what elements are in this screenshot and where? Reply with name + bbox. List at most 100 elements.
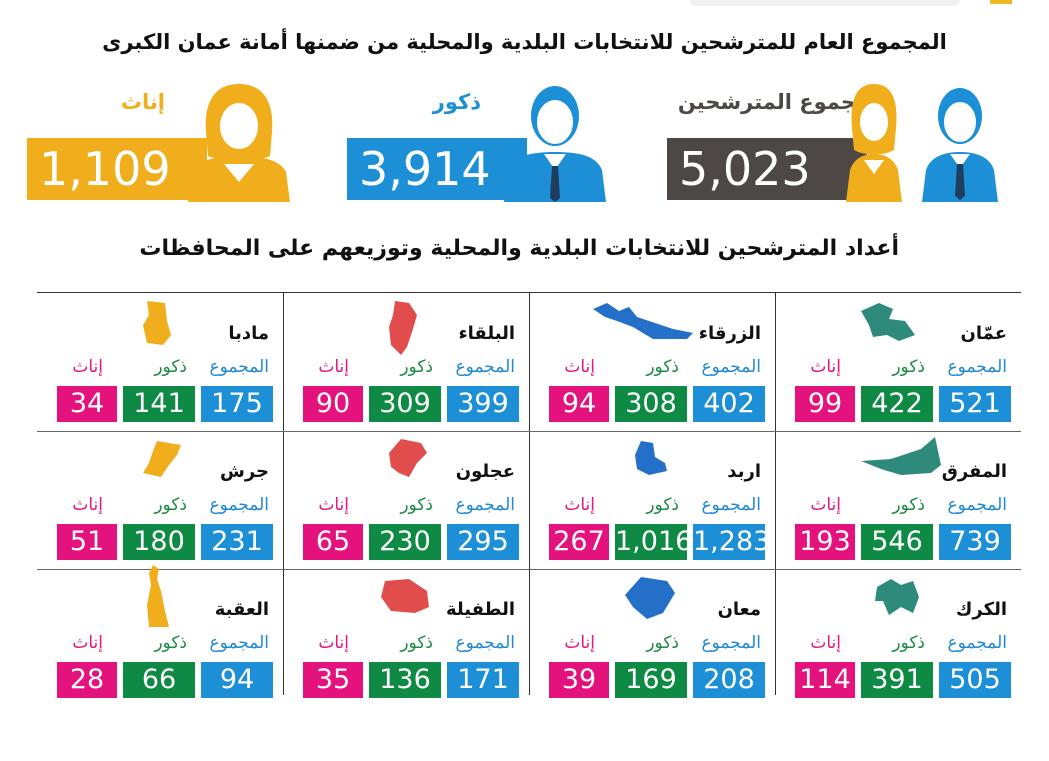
females-value: 90	[303, 386, 363, 422]
females-value: 28	[57, 662, 117, 698]
governorate-name: عمّان	[960, 323, 1008, 344]
section-title: أعداد المترشحين للانتخابات البلدية والمح…	[139, 236, 899, 261]
maan-map-icon	[625, 577, 675, 619]
row-divider	[37, 569, 1021, 570]
males-label: ذكور	[432, 90, 481, 114]
females-column-label: إناث	[810, 495, 841, 515]
total-value: 94	[201, 662, 273, 698]
page-title: المجموع العام للمترشحين للانتخابات البلد…	[102, 30, 947, 54]
females-label: إناث	[120, 90, 165, 114]
total-column-label: المجموع	[701, 495, 761, 515]
males-column-label: ذكور	[646, 357, 679, 377]
males-value: 309	[369, 386, 441, 422]
males-value: 169	[615, 662, 687, 698]
governorate-cell: جرش المجموع ذكور إناث 231 180 51	[37, 431, 283, 569]
total-column-label: المجموع	[455, 495, 515, 515]
males-value: 180	[123, 524, 195, 560]
mafraq-map-icon	[861, 437, 941, 475]
governorate-name: معان	[717, 599, 761, 620]
male-person-icon	[504, 86, 606, 202]
total-column-label: المجموع	[947, 357, 1007, 377]
total-column-label: المجموع	[947, 633, 1007, 653]
total-value: 399	[447, 386, 519, 422]
irbid-map-icon	[635, 441, 667, 475]
total-value: 1,283	[693, 524, 770, 560]
total-value: 402	[693, 386, 765, 422]
karak-map-icon	[875, 579, 919, 615]
governorate-cell: عمّان المجموع ذكور إناث 521 422 99	[775, 293, 1021, 431]
females-column-label: إناث	[564, 633, 595, 653]
governorate-cell: الطفيلة المجموع ذكور إناث 171 136 35	[283, 569, 529, 707]
total-column-label: المجموع	[701, 357, 761, 377]
females-column-label: إناث	[318, 495, 349, 515]
females-column-label: إناث	[810, 357, 841, 377]
governorate-name: البلقاء	[458, 323, 515, 344]
males-column-label: ذكور	[892, 633, 925, 653]
males-value: 3,914	[347, 138, 527, 200]
governorate-name: المفرق	[941, 461, 1007, 482]
females-column-label: إناث	[72, 495, 103, 515]
males-value: 308	[615, 386, 687, 422]
males-column-label: ذكور	[154, 633, 187, 653]
female-person-icon	[188, 84, 290, 202]
governorate-name: الكرك	[955, 599, 1007, 620]
top-tab	[690, 0, 960, 6]
column-divider	[283, 293, 284, 695]
top-accent	[990, 0, 1012, 4]
males-column-label: ذكور	[400, 357, 433, 377]
amman-map-icon	[861, 303, 915, 341]
total-value: 521	[939, 386, 1011, 422]
governorate-name: جرش	[219, 461, 269, 482]
females-value: 114	[795, 662, 855, 698]
males-value: 230	[369, 524, 441, 560]
females-value: 34	[57, 386, 117, 422]
governorate-cell: الزرقاء المجموع ذكور إناث 402 308 94	[529, 293, 775, 431]
jerash-map-icon	[143, 441, 181, 477]
governorates-table: عمّان المجموع ذكور إناث 521 422 99 الزرقاء المجم…	[37, 292, 1021, 703]
males-value: 391	[861, 662, 933, 698]
zarqa-map-icon	[593, 303, 693, 339]
female-person-icon	[846, 84, 902, 202]
males-column-label: ذكور	[400, 633, 433, 653]
madaba-map-icon	[143, 301, 171, 345]
total-column-label: المجموع	[209, 495, 269, 515]
governorate-name: مادبا	[228, 323, 269, 344]
total-value: 295	[447, 524, 519, 560]
column-divider	[529, 293, 530, 695]
total-value: 505	[939, 662, 1011, 698]
males-value: 136	[369, 662, 441, 698]
females-value: 94	[549, 386, 609, 422]
governorate-cell: اربد المجموع ذكور إناث 1,283 1,016 267	[529, 431, 775, 569]
males-column-label: ذكور	[154, 495, 187, 515]
females-column-label: إناث	[564, 357, 595, 377]
males-column-label: ذكور	[400, 495, 433, 515]
balqa-map-icon	[389, 301, 417, 355]
males-column-label: ذكور	[646, 633, 679, 653]
females-column-label: إناث	[810, 633, 841, 653]
tafila-map-icon	[381, 579, 429, 613]
governorate-name: العقبة	[214, 599, 269, 620]
females-value: 1,109	[27, 138, 207, 200]
total-value: 208	[693, 662, 765, 698]
governorate-cell: عجلون المجموع ذكور إناث 295 230 65	[283, 431, 529, 569]
males-value: 66	[123, 662, 195, 698]
males-value: 422	[861, 386, 933, 422]
females-column-label: إناث	[72, 633, 103, 653]
males-value: 141	[123, 386, 195, 422]
males-value: 1,016	[615, 524, 692, 560]
row-divider	[37, 431, 1021, 432]
total-value: 175	[201, 386, 273, 422]
governorate-name: اربد	[727, 461, 761, 482]
governorate-cell: البلقاء المجموع ذكور إناث 399 309 90	[283, 293, 529, 431]
total-column-label: المجموع	[209, 357, 269, 377]
females-column-label: إناث	[318, 357, 349, 377]
females-value: 51	[57, 524, 117, 560]
females-column-label: إناث	[318, 633, 349, 653]
females-column-label: إناث	[72, 357, 103, 377]
governorate-name: الزرقاء	[698, 323, 761, 344]
females-column-label: إناث	[564, 495, 595, 515]
males-column-label: ذكور	[646, 495, 679, 515]
male-person-icon	[922, 88, 998, 202]
total-column-label: المجموع	[701, 633, 761, 653]
governorate-cell: المفرق المجموع ذكور إناث 739 546 193	[775, 431, 1021, 569]
